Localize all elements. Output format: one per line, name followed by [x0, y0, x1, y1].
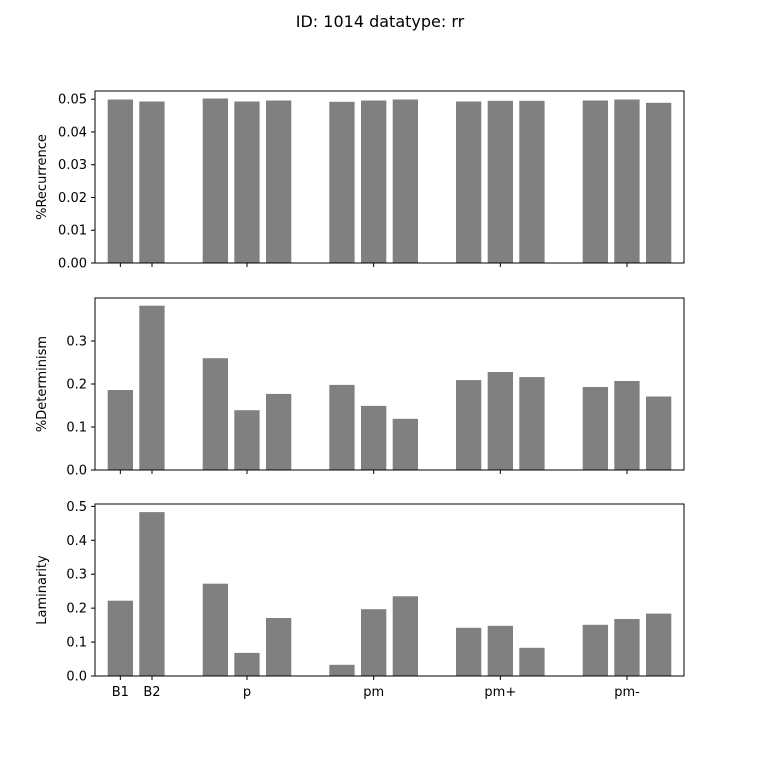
- bar-2-10: [487, 372, 513, 470]
- y-tick-label: 0.05: [58, 93, 87, 108]
- bar-3-4: [234, 652, 260, 676]
- x-tick-label: pm+: [484, 685, 516, 700]
- bar-1-12: [582, 100, 608, 263]
- bar-2-12: [582, 387, 608, 470]
- bar-2-6: [329, 384, 355, 470]
- x-tick-label: p: [243, 685, 251, 700]
- bar-3-6: [329, 664, 355, 676]
- y-tick-label: 0.2: [66, 378, 87, 393]
- bar-1-3: [202, 98, 228, 263]
- bar-3-13: [614, 619, 640, 676]
- bar-1-8: [392, 99, 418, 263]
- bar-1-13: [614, 99, 640, 263]
- x-tick-label: B2: [143, 685, 160, 700]
- bar-2-13: [614, 381, 640, 470]
- y-tick-label: 0.0: [66, 464, 87, 479]
- bar-3-5: [266, 618, 292, 676]
- y-tick-label: 0.3: [66, 335, 87, 350]
- y-tick-label: 0.5: [66, 500, 87, 515]
- bar-2-9: [456, 380, 482, 470]
- x-tick-label: pm-: [614, 685, 640, 700]
- bar-2-8: [392, 418, 418, 470]
- y-tick-label: 0.04: [58, 125, 87, 140]
- figure-title: ID: 1014 datatype: rr: [295, 12, 465, 31]
- bar-1-2: [139, 101, 165, 263]
- bar-3-10: [487, 625, 513, 676]
- y-tick-label: 0.3: [66, 568, 87, 583]
- bar-2-3: [202, 358, 228, 470]
- y-axis-label: Laminarity: [35, 555, 50, 625]
- bar-2-2: [139, 305, 165, 470]
- bar-2-4: [234, 410, 260, 470]
- bar-2-7: [361, 405, 387, 470]
- bar-1-4: [234, 101, 260, 263]
- y-tick-label: 0.4: [66, 534, 87, 549]
- y-tick-label: 0.1: [66, 421, 87, 436]
- bar-2-11: [519, 377, 545, 470]
- x-tick-label: B1: [112, 685, 129, 700]
- bar-1-7: [361, 100, 387, 263]
- axes-frame-3: [94, 503, 685, 677]
- bar-3-8: [392, 596, 418, 676]
- bar-1-1: [107, 99, 133, 263]
- bar-2-14: [646, 396, 672, 470]
- y-tick-label: 0.00: [58, 257, 87, 272]
- bar-3-9: [456, 627, 482, 676]
- bar-3-14: [646, 613, 672, 676]
- axes-frame-1: [94, 90, 685, 264]
- y-axis-label: %Determinism: [35, 336, 50, 432]
- y-tick-label: 0.02: [58, 191, 87, 206]
- bar-1-11: [519, 100, 545, 263]
- bar-3-12: [582, 624, 608, 676]
- bar-1-14: [646, 102, 672, 263]
- bar-1-6: [329, 101, 355, 263]
- bar-3-11: [519, 647, 545, 676]
- bar-2-5: [266, 393, 292, 470]
- y-tick-label: 0.01: [58, 224, 87, 239]
- bar-3-2: [139, 512, 165, 676]
- bar-3-7: [361, 609, 387, 676]
- bar-1-10: [487, 100, 513, 263]
- bar-1-9: [456, 101, 482, 263]
- y-axis-label: %Recurrence: [35, 134, 50, 220]
- y-tick-label: 0.1: [66, 636, 87, 651]
- y-tick-label: 0.2: [66, 602, 87, 617]
- bar-1-5: [266, 100, 292, 263]
- bar-2-1: [107, 390, 133, 470]
- y-tick-label: 0.03: [58, 158, 87, 173]
- bar-3-3: [202, 583, 228, 676]
- y-tick-label: 0.0: [66, 670, 87, 685]
- bar-3-1: [107, 600, 133, 676]
- x-tick-label: pm: [363, 685, 384, 700]
